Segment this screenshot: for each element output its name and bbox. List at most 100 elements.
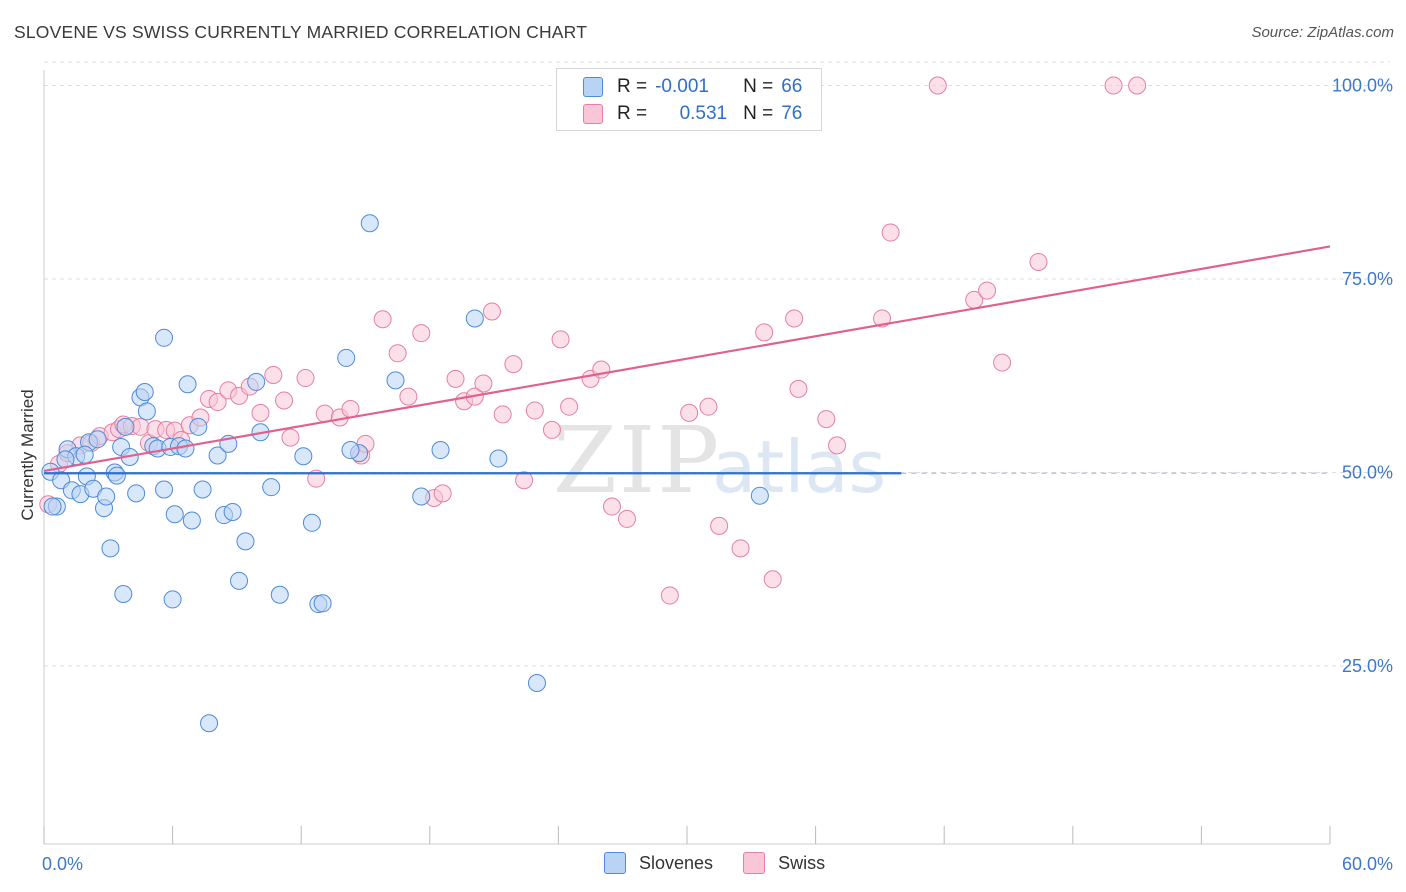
slovenes-point-40 (230, 571, 249, 590)
series-slovenes-points (41, 214, 769, 733)
swiss-point-36 (399, 387, 418, 406)
slovenes-point-34 (193, 480, 212, 499)
swiss-point-24 (264, 365, 283, 384)
slovenes-point-23 (137, 402, 156, 421)
swiss-point-66 (828, 436, 847, 455)
swiss-point-43 (474, 374, 493, 393)
swiss-point-26 (281, 428, 300, 447)
slovenes-point-64 (43, 497, 62, 516)
swiss-point-68 (881, 223, 900, 242)
swiss-point-29 (315, 404, 334, 423)
slovenes-point-17 (114, 584, 133, 603)
swiss-point-34 (373, 310, 392, 329)
slovenes-point-61 (75, 445, 94, 464)
swiss-point-27 (296, 369, 315, 388)
slovenes-point-15 (107, 466, 126, 485)
source-note: Source: ZipAtlas.com (1251, 24, 1394, 41)
swiss-point-39 (433, 484, 452, 503)
swiss-point-44 (482, 302, 501, 321)
slovenes-point-36 (208, 446, 227, 465)
watermark: ZIP atlas (553, 407, 886, 514)
slovenes-point-26 (155, 328, 174, 347)
swiss-point-67 (873, 309, 892, 328)
swiss-trend-line (43, 245, 1331, 473)
y-tick-label-25: 25.0% (1342, 656, 1393, 676)
swiss-point-64 (789, 379, 808, 398)
legend-r-label: R = (617, 76, 648, 97)
slovenes-point-31 (178, 375, 197, 394)
swiss-point-19 (208, 393, 227, 412)
slovenes-point-32 (182, 511, 201, 530)
swiss-point-73 (1029, 252, 1048, 271)
legend-row-swiss: R = 0.531 N = 76 (583, 102, 802, 126)
slovenes-point-33 (189, 417, 208, 436)
slovenes-point-10 (88, 430, 107, 449)
slovenes-point-46 (294, 447, 313, 466)
slovenes-point-52 (360, 214, 379, 233)
swiss-point-54 (602, 497, 621, 516)
slovenes-point-45 (270, 585, 289, 604)
y-tick-labels: 25.0% 50.0% 75.0% 100.0% (1332, 75, 1393, 676)
x-tick-labels: 0.0% 60.0% (42, 854, 1393, 874)
slovenes-point-39 (223, 502, 242, 521)
bottom-legend-swatch-swiss (743, 852, 766, 874)
swiss-point-56 (660, 586, 679, 605)
watermark-zip: ZIP (553, 407, 721, 514)
swiss-point-51 (560, 397, 579, 416)
swiss-point-37 (412, 324, 431, 343)
legend-n-value-swiss: 76 (781, 103, 803, 124)
legend-n-value-slovenes: 66 (781, 76, 803, 97)
swiss-point-10 (131, 417, 150, 436)
swiss-point-47 (515, 471, 534, 490)
swiss-point-55 (617, 509, 636, 528)
slovenes-point-20 (127, 484, 146, 503)
legend-swatch-swiss (583, 104, 603, 124)
swiss-point-28 (307, 469, 326, 488)
swiss-point-58 (699, 397, 718, 416)
swiss-point-40 (446, 369, 465, 388)
legend-row-slovenes: R = -0.001 N = 66 (583, 75, 802, 99)
slovenes-point-56 (465, 309, 484, 328)
swiss-point-69 (928, 76, 947, 95)
slovenes-point-57 (489, 449, 508, 468)
swiss-point-65 (817, 410, 836, 429)
swiss-point-61 (755, 323, 774, 342)
slovenes-point-42 (247, 372, 266, 391)
swiss-point-62 (763, 570, 782, 589)
swiss-point-72 (993, 353, 1012, 372)
swiss-point-23 (251, 403, 270, 422)
slovenes-point-13 (101, 539, 120, 558)
bottom-legend-swatch-slovenes (604, 852, 626, 874)
slovenes-point-62 (155, 480, 174, 499)
slovenes-point-59 (750, 486, 769, 505)
bottom-legend-label-swiss: Swiss (778, 852, 826, 873)
axes (43, 70, 1331, 845)
swiss-point-50 (551, 330, 570, 349)
y-tick-label-100: 100.0% (1332, 75, 1393, 95)
y-tick-label-75: 75.0% (1342, 269, 1393, 289)
slovenes-point-54 (412, 487, 431, 506)
watermark-atlas: atlas (712, 425, 886, 509)
swiss-point-59 (710, 516, 729, 535)
swiss-point-60 (731, 539, 750, 558)
x-tick-label-max: 60.0% (1342, 854, 1393, 874)
slovenes-point-65 (341, 441, 360, 460)
swiss-point-75 (1128, 76, 1147, 95)
swiss-point-63 (785, 309, 804, 328)
slovenes-point-41 (236, 532, 255, 551)
swiss-point-35 (388, 344, 407, 363)
swiss-point-48 (525, 401, 544, 420)
legend-n-label: N = (743, 103, 774, 124)
legend-box: R = -0.001 N = 66 R = 0.531 N = 76 (556, 68, 822, 131)
legend-r-label: R = (617, 103, 648, 124)
bottom-legend-item-slovenes: Slovenes (604, 852, 713, 874)
legend-n-label: N = (743, 76, 774, 97)
slovenes-point-63 (176, 439, 195, 458)
swiss-point-74 (1104, 76, 1123, 95)
trend-lines (43, 245, 1331, 475)
slovenes-point-18 (116, 417, 135, 436)
y-tick-label-50: 50.0% (1342, 462, 1393, 482)
slovenes-point-53 (386, 371, 405, 390)
swiss-point-25 (275, 391, 294, 410)
